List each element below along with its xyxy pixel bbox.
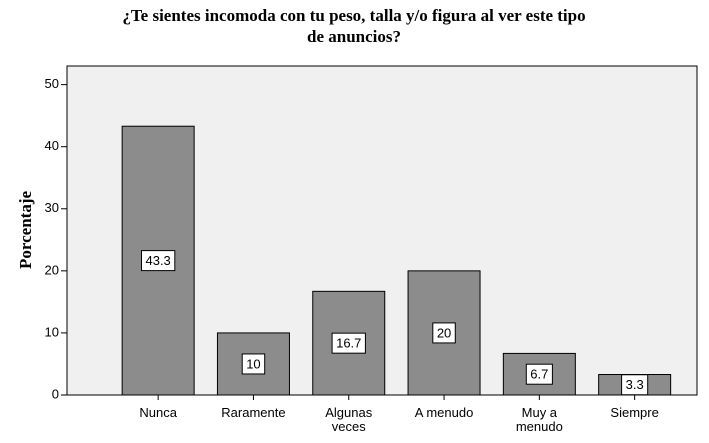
value-label: 6.7 <box>530 367 548 382</box>
y-axis-label: Porcentaje <box>16 191 35 269</box>
x-tick-label: Muy a menudo <box>515 405 563 434</box>
value-label-box <box>331 332 366 354</box>
chart-title: de anuncios? <box>307 27 401 46</box>
chart-title: ¿Te sientes incomoda con tu peso, talla … <box>122 6 585 25</box>
y-tick-label: 30 <box>45 200 59 215</box>
value-label-box <box>621 374 649 396</box>
value-label-box <box>140 250 176 272</box>
value-label: 20 <box>437 325 451 340</box>
value-label-box <box>241 353 266 375</box>
x-tick-label: Siempre <box>610 405 659 420</box>
x-tick-label: A menudo <box>414 405 474 420</box>
y-tick-label: 10 <box>45 324 59 339</box>
x-tick-label: Algunas veces <box>325 405 373 434</box>
value-label: 43.3 <box>145 253 170 268</box>
y-tick-label: 40 <box>45 138 59 153</box>
y-tick-label: 0 <box>52 386 59 401</box>
value-label-box <box>525 363 553 385</box>
value-label: 16.7 <box>336 336 361 351</box>
x-tick-label: Nunca <box>139 405 177 420</box>
value-label: 10 <box>246 356 260 371</box>
x-tick-label: Raramente <box>221 405 286 420</box>
y-tick-label: 50 <box>45 76 59 91</box>
value-label-box <box>432 322 456 344</box>
value-label: 3.3 <box>626 377 644 392</box>
y-tick-label: 20 <box>45 262 59 277</box>
